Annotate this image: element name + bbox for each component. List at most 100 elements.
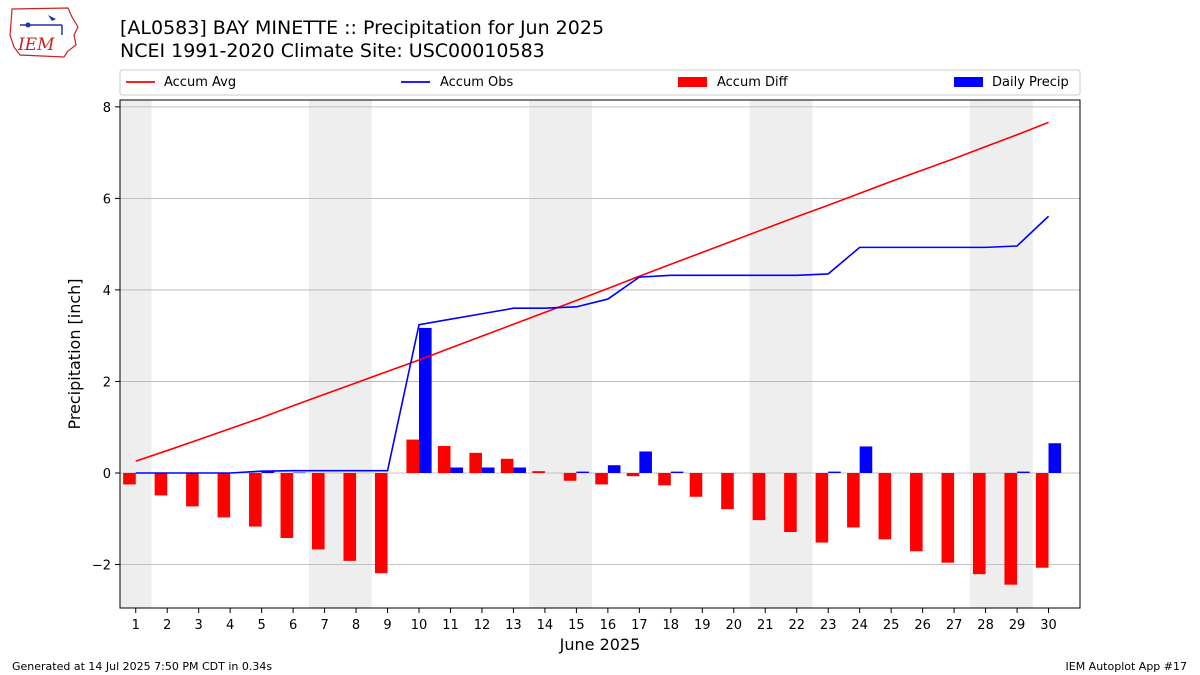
accum-diff-bar	[784, 472, 797, 533]
x-tick-label: 30	[1040, 618, 1057, 633]
x-tick-label: 11	[442, 618, 459, 633]
daily-precip-bar	[1017, 471, 1030, 473]
legend-label: Accum Obs	[440, 75, 513, 90]
iowa-outline-icon	[9, 7, 79, 58]
plot-frame	[119, 99, 1081, 609]
legend: Accum Avg Accum Obs Accum Diff Daily Precip	[119, 69, 1081, 96]
iem-logo: IEM	[9, 7, 79, 58]
y-tick-label: 6	[103, 192, 111, 207]
accum-diff-bar	[658, 472, 671, 486]
accum-diff-bar	[312, 472, 325, 550]
accum-avg-line	[135, 121, 1049, 462]
legend-box	[119, 69, 1081, 96]
accum-diff-bar	[186, 472, 199, 507]
x-tick-label: 19	[694, 618, 711, 633]
accum-diff-bar	[343, 472, 357, 561]
x-tick-label: 8	[352, 618, 360, 633]
daily-precip-bar	[670, 471, 684, 473]
x-tick-label: 27	[946, 618, 963, 633]
x-axis: 1 2 3 4 5 6 7 8 9 10 11 12 13 14 15 16 17 18 19 20 21 22 23 24 2…	[132, 608, 1057, 633]
x-tick-label: 16	[600, 618, 617, 633]
daily-precip-bars	[261, 327, 1062, 474]
x-tick-label: 15	[568, 618, 585, 633]
x-tick-label: 21	[757, 618, 774, 633]
legend-label: Accum Avg	[164, 75, 236, 90]
accum-diff-bar	[878, 472, 892, 540]
accum-diff-bar	[626, 472, 640, 477]
accum-diff-bar	[752, 472, 766, 521]
accum-diff-bar	[941, 472, 955, 563]
weekend-shade	[749, 100, 813, 608]
generated-note: Generated at 14 Jul 2025 7:50 PM CDT in …	[12, 660, 273, 673]
accum-diff-bar	[910, 472, 923, 552]
accum-diff-bar	[406, 439, 420, 473]
x-tick-label: 5	[257, 618, 265, 633]
chart-title: [AL0583] BAY MINETTE :: Precipitation fo…	[120, 17, 605, 39]
legend-swatch	[678, 77, 707, 87]
weekend-shading	[120, 100, 1033, 608]
x-tick-label: 29	[1009, 618, 1026, 633]
y-tick-label: 4	[103, 284, 111, 299]
accum-diff-bar	[500, 458, 514, 473]
accum-diff-bar	[1004, 472, 1018, 585]
accum-diff-bar	[469, 452, 482, 473]
x-tick-label: 3	[195, 618, 203, 633]
accum-diff-bar	[217, 472, 231, 518]
x-tick-label: 25	[883, 618, 900, 633]
chart-subtitle: NCEI 1991-2020 Climate Site: USC00010583	[120, 40, 545, 62]
x-tick-label: 10	[411, 618, 428, 633]
accum-diff-bar	[123, 472, 136, 485]
x-tick-label: 14	[537, 618, 554, 633]
weekend-shade	[529, 100, 593, 608]
x-tick-label: 26	[914, 618, 931, 633]
accum-diff-bar	[1035, 472, 1049, 568]
x-tick-label: 4	[226, 618, 234, 633]
logo-text: IEM	[17, 35, 55, 55]
x-tick-label: 9	[383, 618, 391, 633]
legend-swatch	[954, 77, 983, 87]
x-tick-label: 12	[474, 618, 491, 633]
daily-precip-bar	[419, 327, 432, 473]
x-tick-label: 23	[820, 618, 837, 633]
x-tick-label: 2	[163, 618, 171, 633]
accum-diff-bar	[689, 472, 703, 497]
daily-precip-bar	[828, 471, 841, 473]
x-tick-label: 6	[289, 618, 297, 633]
accum-diff-bar	[721, 472, 734, 510]
y-tick-label: 0	[103, 467, 111, 482]
daily-precip-bar	[261, 471, 275, 473]
legend-label: Daily Precip	[992, 75, 1069, 90]
accum-diff-bar	[595, 472, 608, 485]
daily-precip-bar	[481, 467, 495, 473]
accum-obs-line	[135, 215, 1050, 474]
daily-precip-bar	[293, 472, 306, 474]
accum-diff-bar	[563, 472, 577, 481]
accum-diff-bar	[972, 472, 986, 575]
accum-diff-bar	[280, 472, 294, 538]
daily-precip-bar	[639, 451, 652, 473]
accum-diff-bar	[374, 472, 388, 574]
y-tick-label: 2	[103, 375, 111, 390]
accum-diff-bar	[249, 472, 262, 527]
daily-precip-bar	[859, 446, 873, 473]
weekend-shade	[120, 100, 152, 608]
x-tick-label: 13	[505, 618, 522, 633]
x-tick-label: 18	[663, 618, 680, 633]
x-tick-label: 28	[977, 618, 994, 633]
x-tick-label: 17	[631, 618, 648, 633]
accum-diff-bar	[437, 445, 451, 473]
y-tick-label: −2	[92, 559, 111, 574]
legend-label: Accum Diff	[717, 75, 789, 90]
app-credit: IEM Autoplot App #17	[1065, 660, 1188, 673]
accum-diff-bar	[532, 471, 545, 473]
x-tick-label: 24	[851, 618, 868, 633]
x-tick-label: 1	[132, 618, 140, 633]
daily-precip-bar	[450, 467, 464, 473]
accum-diff-bar	[847, 472, 860, 528]
accumulation-lines	[135, 121, 1050, 474]
accum-diff-bar	[815, 472, 829, 543]
daily-precip-bar	[1048, 443, 1062, 473]
x-tick-label: 20	[725, 618, 742, 633]
x-tick-label: 22	[788, 618, 805, 633]
